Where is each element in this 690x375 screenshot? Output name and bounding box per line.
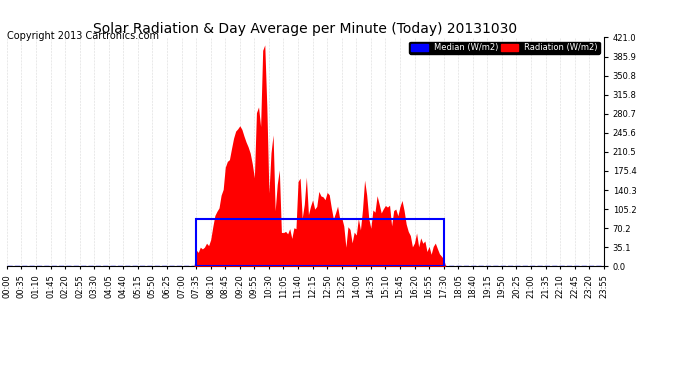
Text: Copyright 2013 Cartronics.com: Copyright 2013 Cartronics.com xyxy=(7,32,159,41)
Legend: Median (W/m2), Radiation (W/m2): Median (W/m2), Radiation (W/m2) xyxy=(409,42,600,54)
Bar xyxy=(196,219,444,266)
Title: Solar Radiation & Day Average per Minute (Today) 20131030: Solar Radiation & Day Average per Minute… xyxy=(93,22,518,36)
